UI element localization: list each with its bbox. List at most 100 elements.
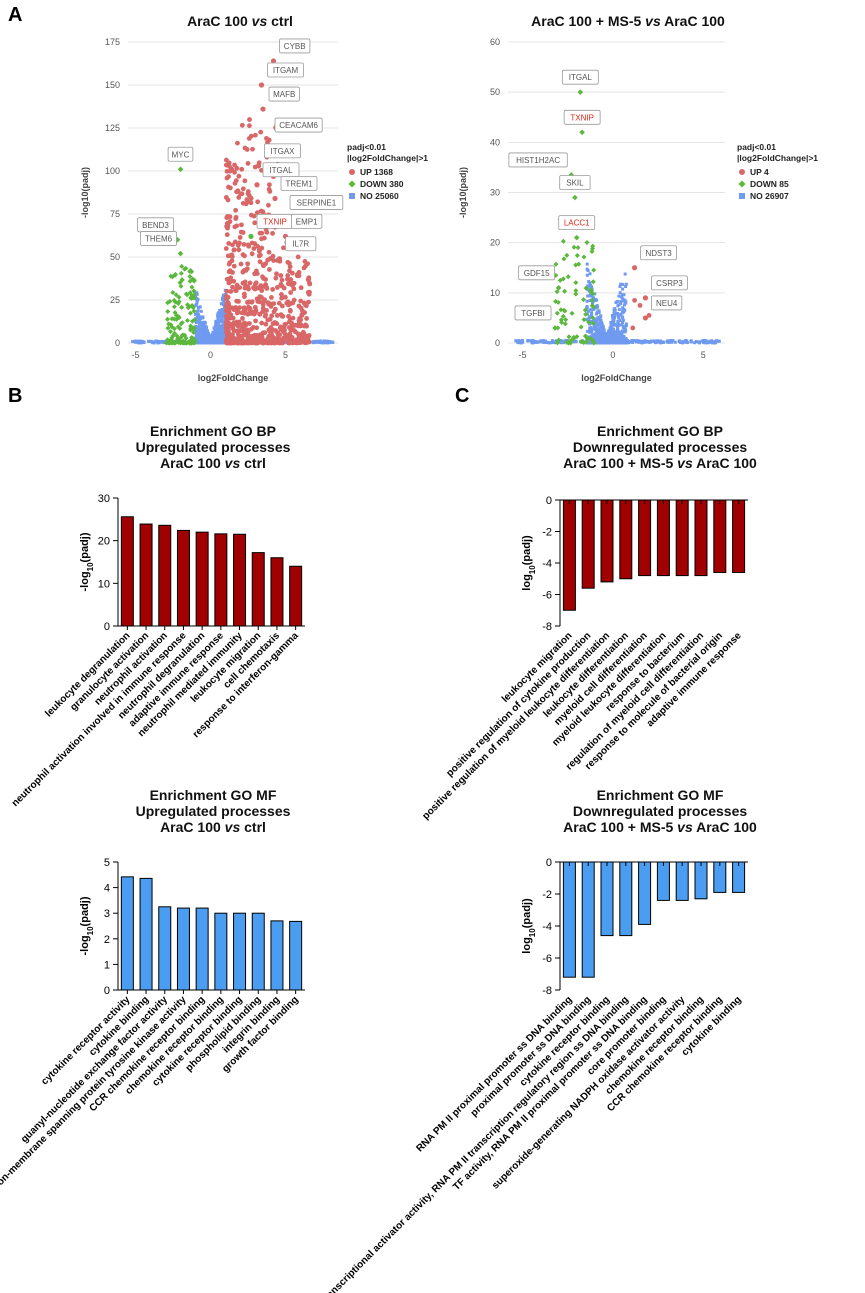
legend-marker-up (349, 169, 355, 175)
y-tick-label: 100 (105, 166, 120, 176)
point-no (320, 341, 324, 345)
point-no (600, 333, 604, 337)
point-no (602, 339, 606, 343)
point-up (232, 307, 237, 312)
point-no (612, 316, 616, 320)
point-down (189, 284, 195, 290)
bar_bp_down-title-line: Enrichment GO BP (597, 423, 723, 439)
point-no (588, 330, 592, 334)
bar-3 (600, 499, 614, 583)
point-no (673, 340, 677, 344)
point-no (585, 305, 589, 309)
point-no (196, 339, 200, 343)
point-no (616, 328, 620, 332)
y-axis-label: -log10(padj) (80, 167, 90, 218)
point-down (583, 311, 589, 317)
point-up (285, 259, 291, 265)
bar-8 (251, 552, 265, 627)
point-no (218, 320, 222, 324)
gene-label-cybb: CYBB (284, 42, 306, 51)
point-up (291, 280, 297, 286)
point-up (237, 235, 243, 240)
point-no (616, 321, 620, 325)
legend-marker-up (739, 169, 745, 175)
point-up (259, 332, 265, 338)
point-no (607, 332, 611, 336)
gene-point (631, 265, 638, 271)
point-up (244, 266, 250, 272)
point-up (226, 305, 232, 310)
point-up (298, 298, 304, 304)
point-no (204, 340, 208, 344)
point-no (697, 341, 701, 345)
point-no (212, 333, 216, 337)
point-no (597, 332, 601, 336)
point-no (659, 339, 663, 343)
point-up (245, 161, 251, 166)
point-down (584, 239, 590, 245)
point-no (221, 295, 225, 299)
point-up (632, 297, 637, 303)
y-tick-label: 10 (98, 578, 110, 590)
point-up (245, 189, 251, 194)
point-no (195, 327, 199, 331)
point-up (304, 316, 310, 321)
point-no (612, 314, 616, 318)
y-tick-label: 60 (490, 37, 500, 47)
point-up (269, 313, 275, 319)
point-no (608, 339, 612, 343)
point-down (575, 245, 581, 251)
bar-9 (270, 920, 284, 991)
point-no (204, 325, 208, 329)
point-down (583, 285, 589, 291)
gene-point (270, 58, 277, 64)
point-no (617, 308, 621, 312)
point-no (599, 315, 603, 319)
point-down (562, 288, 568, 294)
point-no (706, 340, 710, 344)
gene-label-box (561, 69, 599, 85)
point-no (214, 335, 218, 339)
bar-8 (694, 861, 708, 900)
point-no (158, 340, 162, 344)
point-up (282, 331, 288, 337)
point-no (621, 282, 625, 286)
point-up (288, 290, 294, 295)
point-no (536, 340, 540, 344)
point-up (226, 184, 231, 190)
point-no (619, 313, 623, 317)
point-no (197, 305, 201, 309)
point-down (164, 340, 170, 346)
gene-label-gdf15: GDF15 (524, 269, 550, 278)
point-down (176, 299, 182, 305)
point-up (226, 331, 232, 336)
point-no (221, 313, 225, 317)
point-no (624, 282, 628, 286)
gene-label-box (640, 245, 677, 261)
gene-label-them6: THEM6 (145, 235, 173, 244)
point-no (199, 336, 203, 340)
point-no (201, 323, 205, 327)
gene-point (177, 166, 184, 173)
point-no (599, 319, 603, 323)
point-up (295, 323, 301, 329)
point-down (566, 334, 572, 340)
point-no (613, 330, 617, 334)
point-up (247, 280, 253, 286)
point-no (621, 318, 625, 322)
point-down (563, 317, 569, 323)
category-label-3: positive regulation of myeloid leukocyte… (420, 630, 612, 822)
volcano2-title: AraC 100 + MS-5 vs AraC 100 (531, 13, 725, 29)
point-up (242, 145, 248, 151)
point-no (586, 288, 590, 292)
point-no (219, 310, 223, 314)
point-up (278, 324, 284, 330)
point-no (222, 331, 226, 335)
bar-9 (713, 499, 727, 573)
panel-label-c: C (455, 385, 470, 407)
point-no (314, 340, 318, 344)
point-no (596, 340, 600, 344)
point-up (239, 191, 245, 197)
point-no (714, 341, 718, 345)
point-no (199, 324, 203, 328)
